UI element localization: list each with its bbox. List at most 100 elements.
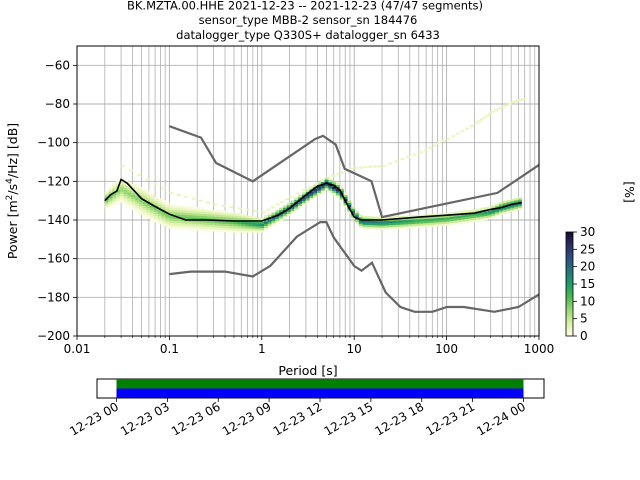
density-cell [195, 215, 200, 218]
colorbar-tick-label: 20 [580, 260, 595, 274]
density-cell [161, 208, 166, 212]
density-cell [290, 206, 295, 210]
density-cell [245, 228, 250, 231]
colorbar-tick-label: 15 [580, 277, 595, 291]
density-cell [256, 230, 261, 233]
density-cell [392, 216, 397, 219]
density-cell [146, 216, 151, 219]
density-cell [305, 198, 310, 201]
density-cell [476, 208, 481, 211]
density-cell [354, 215, 359, 218]
density-cell [188, 223, 193, 226]
density-cell [180, 214, 185, 217]
density-cell [210, 209, 215, 213]
density-cell [108, 187, 113, 190]
density-cell [370, 220, 375, 224]
density-cell-outlier [487, 112, 492, 115]
density-cell [237, 228, 242, 231]
density-cell-outlier [121, 164, 126, 167]
density-cell [123, 191, 128, 195]
density-cell [419, 216, 424, 220]
density-cell [385, 220, 390, 224]
density-cell [112, 196, 117, 199]
density-cell [165, 204, 170, 207]
density-cell-outlier [289, 195, 294, 198]
density-cell [415, 215, 420, 218]
density-cell [317, 186, 322, 189]
density-cell [377, 223, 382, 226]
density-cell [404, 221, 409, 225]
density-cell [233, 215, 238, 218]
density-cell [445, 217, 450, 220]
density-cell [169, 216, 174, 219]
density-cell [146, 203, 151, 206]
density-cell [161, 223, 166, 227]
density-cell [449, 216, 454, 219]
density-cell-outlier [280, 200, 285, 203]
density-cell [260, 223, 265, 227]
density-cell [207, 222, 212, 225]
density-cell [119, 197, 124, 201]
time-tick-label: 12-23 15 [322, 399, 376, 438]
density-cell [373, 227, 378, 230]
density-cell [472, 215, 477, 218]
density-cell [370, 222, 375, 226]
density-cell [298, 203, 303, 206]
density-cell [127, 204, 132, 208]
density-cell [127, 187, 132, 191]
density-cell [267, 214, 272, 218]
density-cell [146, 192, 151, 196]
density-cell [146, 214, 151, 217]
density-cell [290, 202, 295, 205]
density-cell [517, 203, 522, 206]
density-cell [112, 198, 117, 201]
colorbar-tick-label: 30 [580, 225, 595, 239]
density-cell [483, 211, 488, 214]
x-tick-label: 100 [435, 342, 458, 356]
colorbar-label: [%] [622, 181, 637, 203]
density-cell [127, 192, 132, 195]
density-cell [222, 212, 227, 216]
density-cell [483, 213, 488, 216]
density-cell [142, 197, 147, 200]
density-cell [112, 187, 117, 191]
density-cell [305, 196, 310, 199]
density-cell [491, 215, 496, 219]
density-cell [419, 223, 424, 226]
density-cell [135, 197, 140, 200]
density-cell [294, 197, 299, 201]
density-cell [381, 225, 386, 228]
density-cell [434, 215, 439, 219]
density-cell [332, 188, 337, 191]
density-cell-outlier [490, 110, 495, 113]
density-cell [222, 227, 227, 231]
density-cell [510, 198, 515, 202]
density-cell [108, 195, 113, 199]
density-cell [161, 204, 166, 207]
density-cell [498, 212, 503, 216]
density-cell [165, 217, 170, 220]
density-cell [400, 224, 405, 227]
density-cell [207, 226, 212, 230]
density-cell [400, 215, 405, 219]
density-cell [191, 227, 196, 231]
colorbar-ticks: 0 5 10 15 20 25 30 [573, 225, 595, 343]
density-cell [442, 215, 447, 218]
density-cell [165, 221, 170, 224]
density-cell [199, 207, 204, 210]
colorbar-tick-label: 5 [580, 312, 588, 326]
density-cell-outlier [184, 195, 189, 198]
density-cell [191, 208, 196, 212]
density-cell-outlier [446, 137, 451, 140]
density-cell [226, 225, 231, 229]
density-cell [438, 221, 443, 225]
density-cell [203, 211, 208, 215]
density-cell [237, 226, 242, 229]
density-cell [464, 220, 469, 224]
density-cell-outlier [358, 166, 363, 169]
density-cell [248, 230, 253, 233]
density-cell [358, 221, 363, 224]
density-cell [176, 224, 181, 228]
density-cell [301, 200, 306, 204]
